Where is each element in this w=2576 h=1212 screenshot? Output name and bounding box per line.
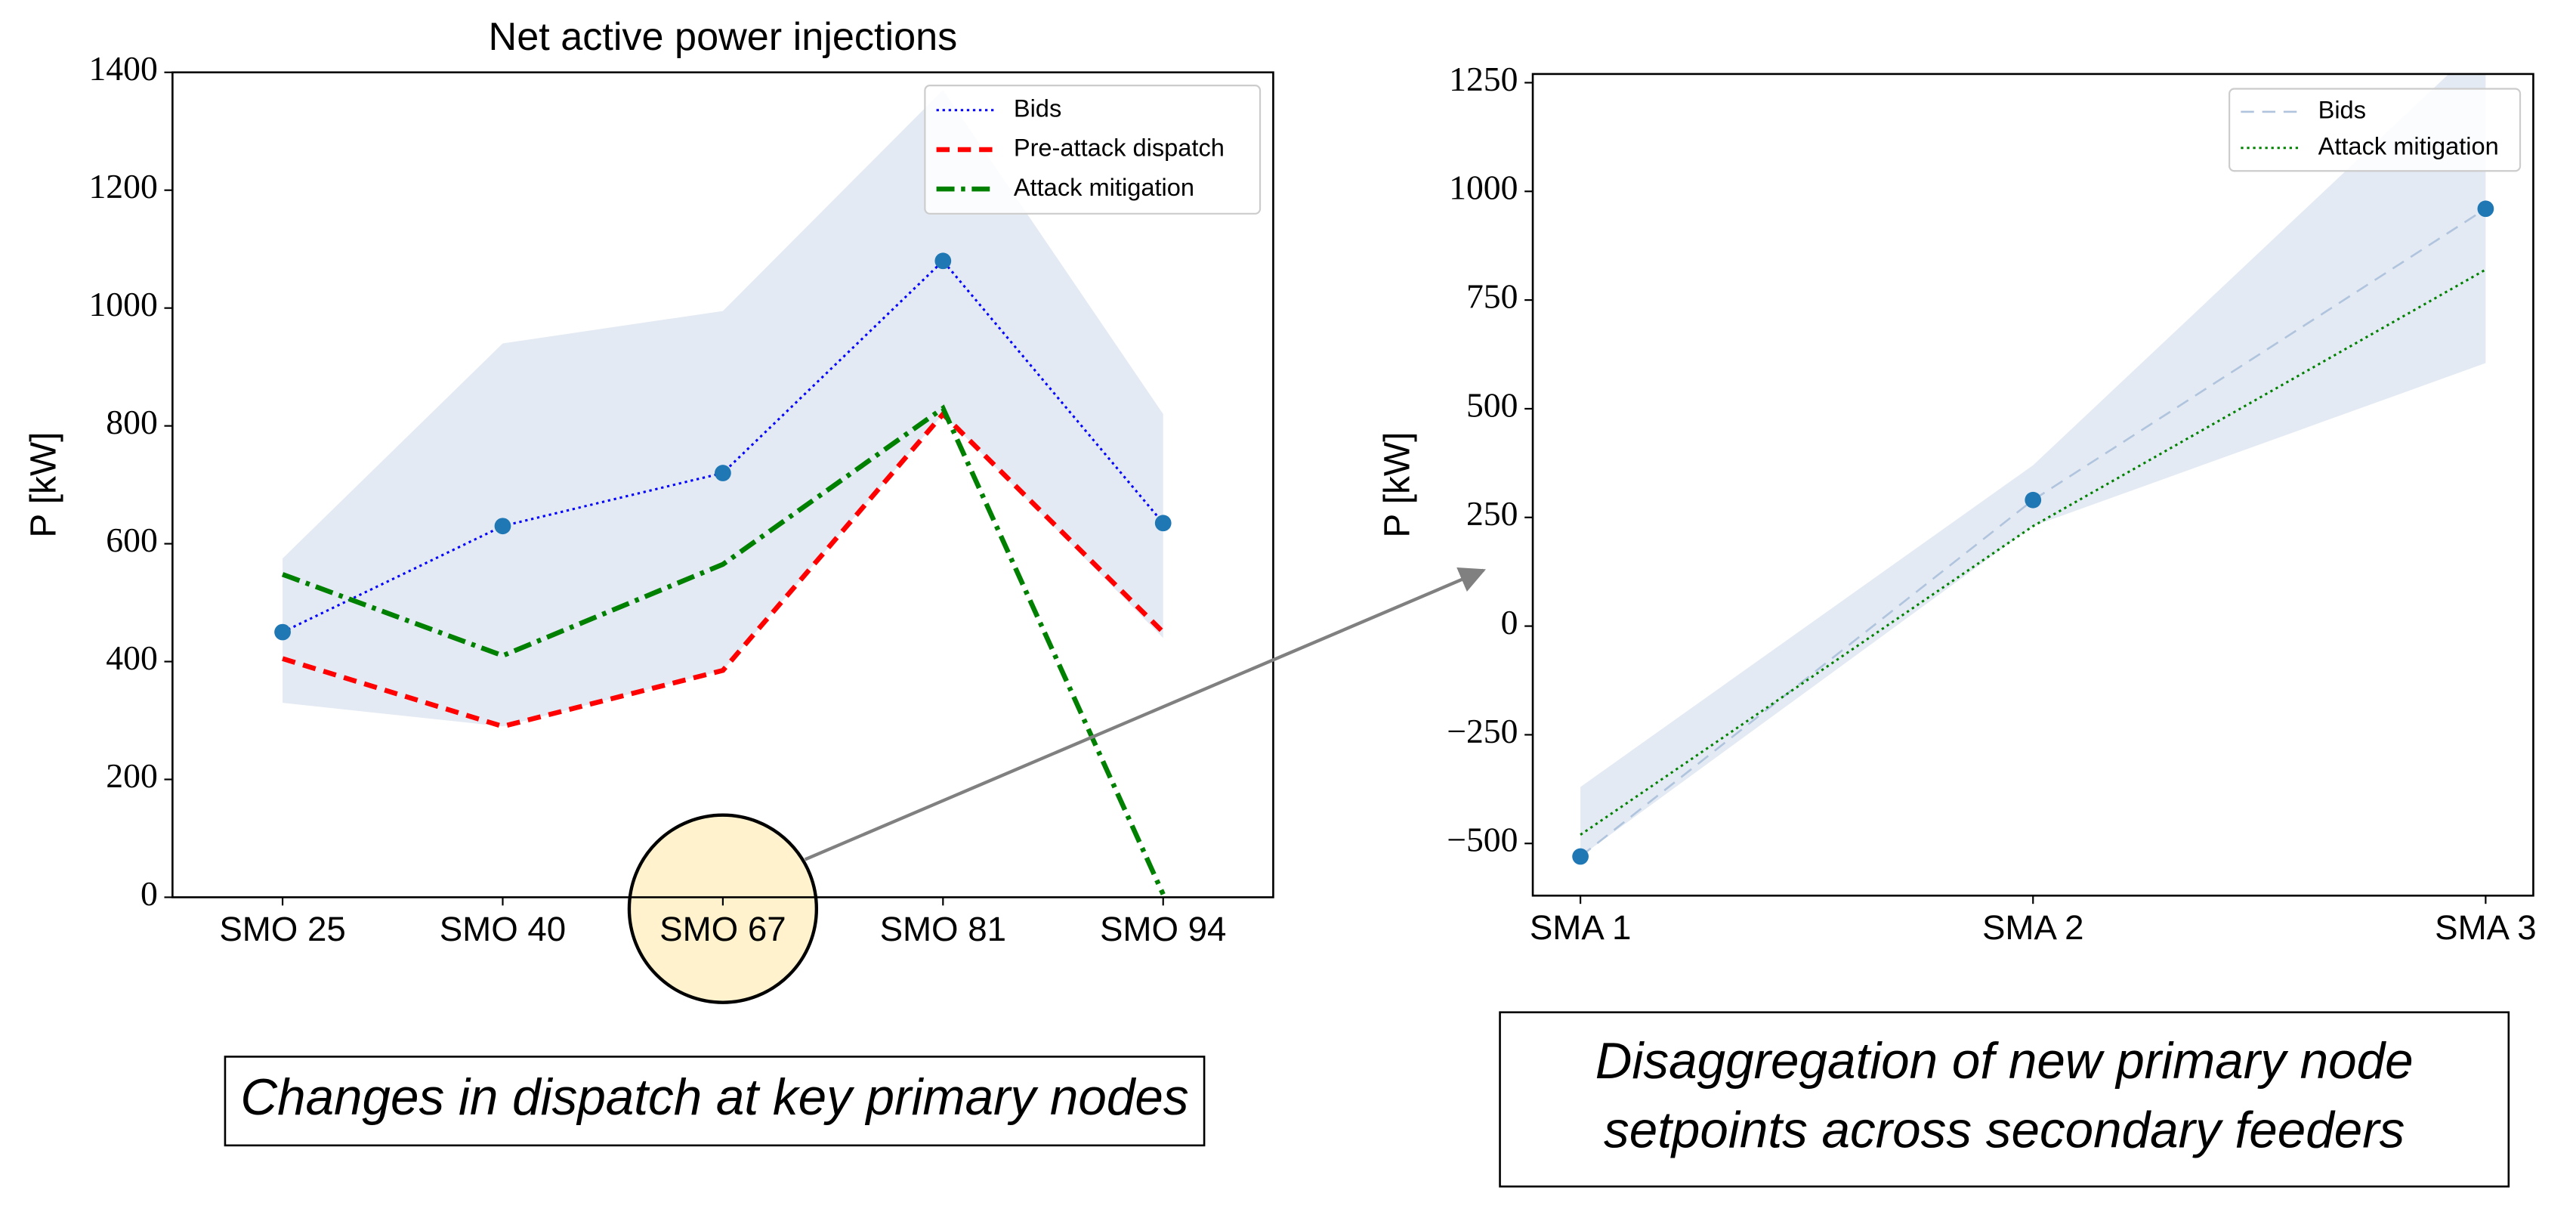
y-tick-label: 1250 [1449, 60, 1518, 98]
legend-box [2229, 88, 2522, 172]
annotation: setpoints across secondary feeders [1604, 1102, 2405, 1158]
marker [2477, 200, 2494, 218]
y-tick-label: 800 [106, 403, 157, 441]
x-tick-label: SMO 40 [440, 910, 566, 948]
legend-label: Bids [1014, 94, 1061, 122]
x-tick-label: SMA 1 [1530, 908, 1632, 947]
marker [494, 518, 511, 535]
y-tick-label: 250 [1466, 494, 1518, 533]
series-line [282, 410, 1166, 729]
annotation-box [1499, 1011, 2510, 1188]
y-tick-label: 0 [141, 874, 158, 913]
x-tick-label: SMA 2 [1982, 908, 2083, 947]
y-tick-label: 1400 [88, 49, 157, 88]
y-tick-label: −500 [1447, 821, 1518, 859]
y-tick-label: 0 [1501, 603, 1518, 642]
annotation: Changes in dispatch at key primary nodes [240, 1069, 1188, 1126]
y-axis-label: P [kW] [1378, 432, 1418, 538]
marker [274, 623, 291, 641]
arrow [804, 567, 1486, 861]
annotation-box [224, 1056, 1206, 1147]
y-tick-label: 500 [1466, 385, 1518, 424]
marker [1572, 848, 1589, 865]
plot-area [281, 90, 1166, 895]
plots: 0 200 400 600 800 1000 1200 1400 SMO 25 SMO 40 SMO… [24, 15, 2537, 948]
marker [1154, 515, 1172, 532]
annotation: Disaggregation of new primary node [1595, 1033, 2414, 1090]
band [1580, 73, 2486, 857]
y-tick-label: 600 [106, 521, 157, 559]
y-tick-label: 1200 [88, 167, 157, 206]
x-tick-label: SMO 67 [659, 910, 786, 948]
band [283, 90, 1163, 727]
legend-label: Bids [2318, 96, 2366, 124]
chart-title: Net active power injections [489, 15, 958, 59]
y-tick-label: −250 [1447, 712, 1518, 750]
x-tick-label: SMO 81 [880, 910, 1006, 948]
y-axis-label: P [kW] [24, 432, 64, 538]
legend-label: Attack mitigation [2318, 131, 2499, 159]
y-tick-label: 400 [106, 638, 157, 677]
x-tick-label: SMO 94 [1100, 910, 1226, 948]
series-line [281, 404, 1166, 895]
marker [715, 465, 731, 481]
plot-area [1580, 73, 2487, 858]
x-tick-label: SMO 25 [219, 910, 345, 948]
series-line [1580, 268, 2487, 836]
y-tick-label: 750 [1466, 277, 1518, 316]
highlight-circle [627, 813, 819, 1004]
legend-label: Attack mitigation [1014, 173, 1194, 201]
legend-box [924, 85, 1262, 215]
x-tick-label: SMA 3 [2435, 908, 2537, 947]
y-tick-label: 1000 [1449, 169, 1518, 207]
y-tick-label: 200 [106, 756, 157, 795]
marker [2025, 491, 2042, 509]
legend-label: Pre-attack dispatch [1014, 134, 1225, 162]
y-tick-label: 1000 [88, 285, 157, 323]
marker [934, 252, 952, 270]
